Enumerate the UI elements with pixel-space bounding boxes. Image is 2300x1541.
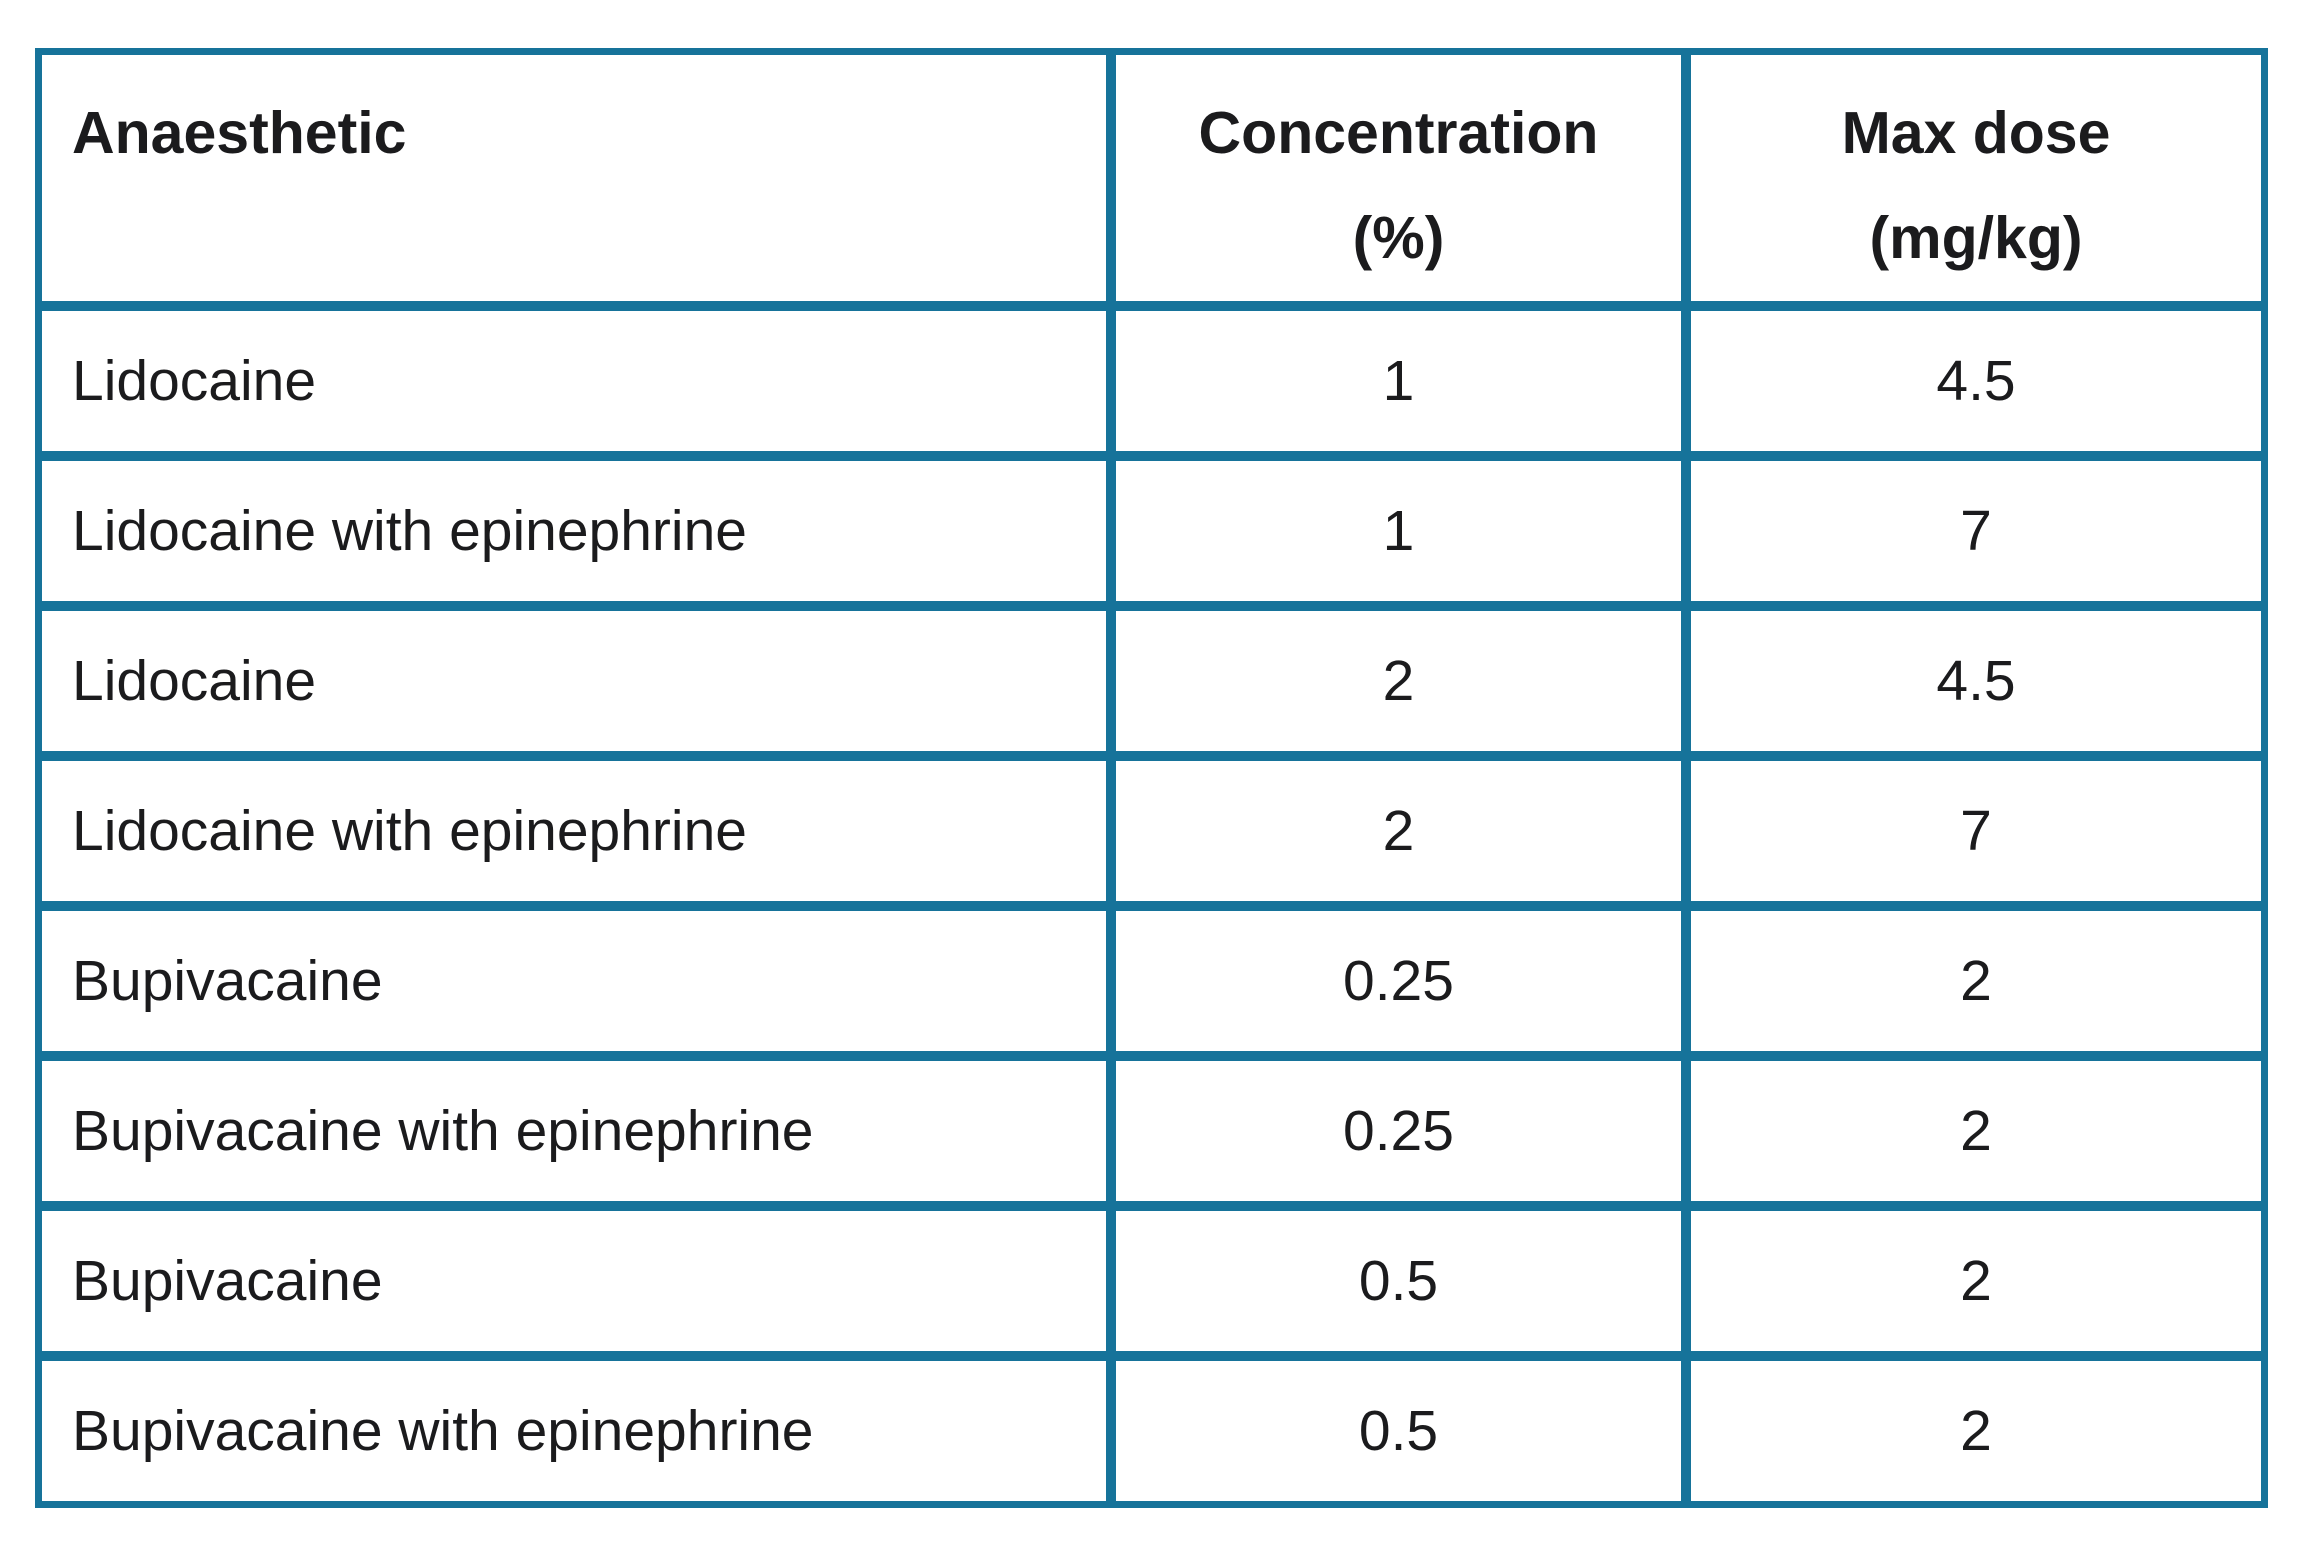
table-row: Lidocaine 1 4.5 <box>37 306 2266 456</box>
cell-anaesthetic: Lidocaine <box>37 306 1111 456</box>
cell-concentration: 1 <box>1111 306 1686 456</box>
column-header-concentration: Concentration (%) <box>1111 50 1686 306</box>
header-label: Concentration <box>1198 100 1599 166</box>
header-label: Anaesthetic <box>72 100 407 166</box>
table-row: Bupivacaine 0.25 2 <box>37 906 2266 1056</box>
cell-max-dose: 4.5 <box>1686 306 2266 456</box>
cell-anaesthetic: Bupivacaine with epinephrine <box>37 1056 1111 1206</box>
cell-max-dose: 2 <box>1686 906 2266 1056</box>
cell-anaesthetic: Bupivacaine <box>37 906 1111 1056</box>
cell-anaesthetic: Bupivacaine <box>37 1206 1111 1356</box>
cell-max-dose: 7 <box>1686 756 2266 906</box>
header-sublabel: (%) <box>1352 205 1445 272</box>
cell-anaesthetic: Lidocaine with epinephrine <box>37 756 1111 906</box>
table-row: Bupivacaine with epinephrine 0.5 2 <box>37 1356 2266 1506</box>
table-row: Lidocaine with epinephrine 2 7 <box>37 756 2266 906</box>
header-label: Max dose <box>1841 100 2111 166</box>
header-row: Anaesthetic Concentration (%) Max dose (… <box>37 50 2266 306</box>
column-header-anaesthetic: Anaesthetic <box>37 50 1111 306</box>
cell-concentration: 0.5 <box>1111 1206 1686 1356</box>
cell-concentration: 0.25 <box>1111 906 1686 1056</box>
table-row: Bupivacaine with epinephrine 0.25 2 <box>37 1056 2266 1206</box>
cell-anaesthetic: Bupivacaine with epinephrine <box>37 1356 1111 1506</box>
cell-max-dose: 7 <box>1686 456 2266 606</box>
cell-max-dose: 4.5 <box>1686 606 2266 756</box>
table-container: Anaesthetic Concentration (%) Max dose (… <box>35 48 2268 1508</box>
header-sublabel: (mg/kg) <box>1869 205 2083 272</box>
cell-concentration: 2 <box>1111 756 1686 906</box>
cell-concentration: 1 <box>1111 456 1686 606</box>
cell-concentration: 0.5 <box>1111 1356 1686 1506</box>
anaesthetic-dosing-table: Anaesthetic Concentration (%) Max dose (… <box>35 48 2268 1508</box>
cell-anaesthetic: Lidocaine with epinephrine <box>37 456 1111 606</box>
cell-max-dose: 2 <box>1686 1356 2266 1506</box>
cell-max-dose: 2 <box>1686 1206 2266 1356</box>
cell-concentration: 2 <box>1111 606 1686 756</box>
cell-concentration: 0.25 <box>1111 1056 1686 1206</box>
cell-max-dose: 2 <box>1686 1056 2266 1206</box>
column-header-max-dose: Max dose (mg/kg) <box>1686 50 2266 306</box>
cell-anaesthetic: Lidocaine <box>37 606 1111 756</box>
table-row: Lidocaine 2 4.5 <box>37 606 2266 756</box>
table-row: Bupivacaine 0.5 2 <box>37 1206 2266 1356</box>
table-row: Lidocaine with epinephrine 1 7 <box>37 456 2266 606</box>
